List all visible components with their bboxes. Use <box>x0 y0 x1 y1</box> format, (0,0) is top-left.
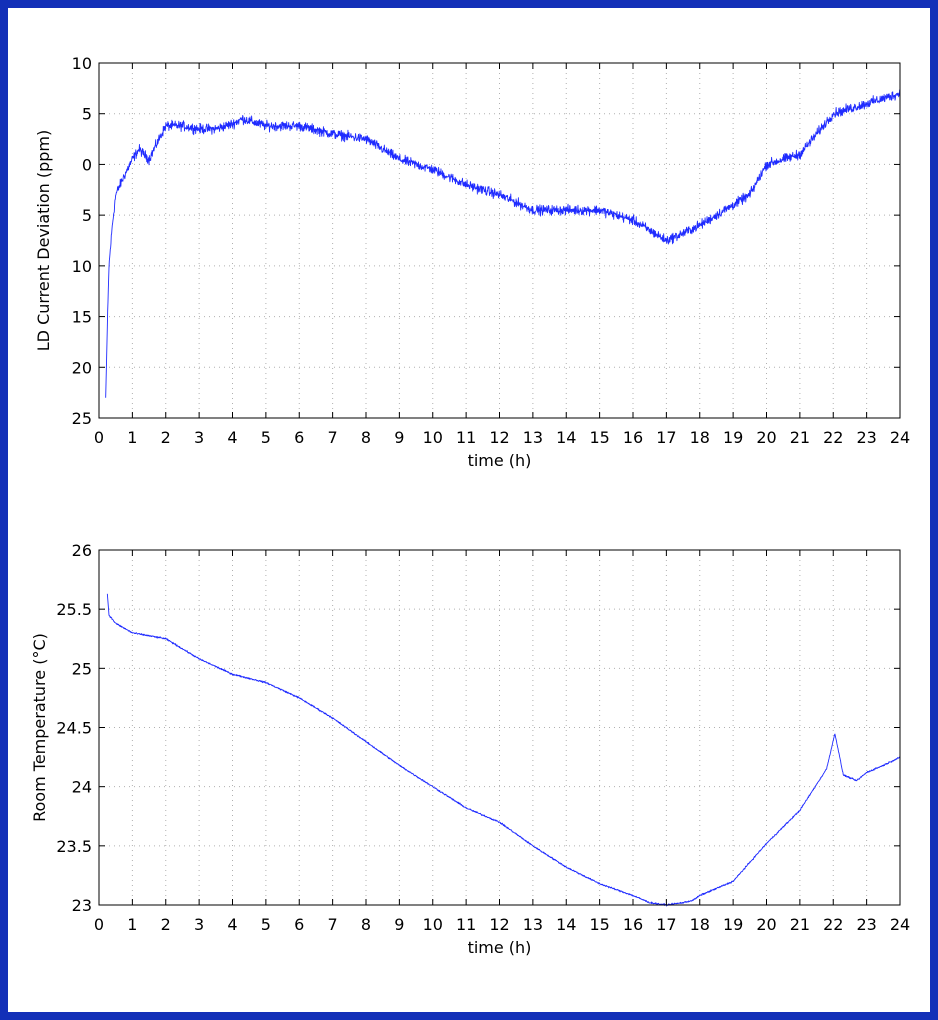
x-tick-label: 15 <box>589 915 609 934</box>
y-tick-label: 20 <box>72 358 92 377</box>
x-tick-label: 14 <box>556 428 576 447</box>
x-tick-label: 0 <box>94 428 104 447</box>
x-tick-label: 3 <box>194 915 204 934</box>
series-line-1 <box>106 593 901 907</box>
x-tick-label: 8 <box>361 915 371 934</box>
x-tick-label: 21 <box>790 428 810 447</box>
y-tick-label: 10 <box>72 257 92 276</box>
x-tick-label: 12 <box>489 428 509 447</box>
x-tick-label: 17 <box>656 915 676 934</box>
plot-area-border <box>98 62 901 419</box>
x-tick-label: 10 <box>423 428 443 447</box>
x-tick-label: 11 <box>456 915 476 934</box>
x-tick-label: 19 <box>723 915 743 934</box>
x-tick-label: 17 <box>656 428 676 447</box>
y-tick-label: 10 <box>72 54 92 73</box>
x-tick-label: 22 <box>823 915 843 934</box>
x-tick-label: 18 <box>690 915 710 934</box>
y-tick-label: 5 <box>82 206 92 225</box>
y-tick-label: 23.5 <box>56 837 92 856</box>
x-tick-label: 20 <box>756 428 776 447</box>
x-tick-label: 6 <box>294 428 304 447</box>
x-tick-label: 7 <box>328 428 338 447</box>
x-axis-label: time (h) <box>468 451 532 470</box>
x-tick-label: 6 <box>294 915 304 934</box>
x-tick-label: 11 <box>456 428 476 447</box>
x-tick-label: 15 <box>589 428 609 447</box>
y-tick-label: 25.5 <box>56 600 92 619</box>
x-tick-label: 9 <box>394 915 404 934</box>
x-tick-label: 23 <box>856 915 876 934</box>
x-tick-label: 16 <box>623 428 643 447</box>
x-tick-label: 16 <box>623 915 643 934</box>
x-tick-label: 3 <box>194 428 204 447</box>
x-tick-label: 1 <box>127 915 137 934</box>
x-tick-label: 1 <box>127 428 137 447</box>
x-tick-label: 24 <box>890 428 910 447</box>
x-tick-label: 2 <box>161 915 171 934</box>
x-tick-label: 4 <box>227 428 237 447</box>
series-line-1 <box>105 89 901 398</box>
y-tick-label: 0 <box>82 155 92 174</box>
y-axis-label: Room Temperature (°C) <box>30 633 49 822</box>
x-tick-label: 22 <box>823 428 843 447</box>
x-tick-label: 12 <box>489 915 509 934</box>
y-tick-label: 15 <box>72 308 92 327</box>
x-tick-label: 19 <box>723 428 743 447</box>
x-tick-label: 9 <box>394 428 404 447</box>
x-tick-label: 18 <box>690 428 710 447</box>
y-tick-label: 25 <box>72 659 92 678</box>
chart-1: 0 1 2 3 4 5 6 7 8 9 10 11 12 13 14 15 16 17 18 19 20 21 22 23 24… <box>34 54 910 470</box>
x-tick-label: 14 <box>556 915 576 934</box>
x-tick-label: 5 <box>261 915 271 934</box>
y-tick-label: 23 <box>72 896 92 915</box>
x-tick-label: 23 <box>856 428 876 447</box>
y-tick-label: 26 <box>72 541 92 560</box>
y-tick-label: 24 <box>72 778 92 797</box>
x-tick-label: 4 <box>227 915 237 934</box>
x-tick-label: 20 <box>756 915 776 934</box>
x-tick-label: 0 <box>94 915 104 934</box>
x-tick-label: 8 <box>361 428 371 447</box>
x-tick-label: 5 <box>261 428 271 447</box>
x-tick-label: 21 <box>790 915 810 934</box>
x-tick-label: 10 <box>423 915 443 934</box>
x-tick-label: 24 <box>890 915 910 934</box>
x-axis-label: time (h) <box>468 938 532 957</box>
y-tick-label: 25 <box>72 409 92 428</box>
x-tick-label: 7 <box>328 915 338 934</box>
chart-2: 0 1 2 3 4 5 6 7 8 9 10 11 12 13 14 15 16 17 18 19 20 21 22 23 24… <box>30 541 910 957</box>
x-tick-label: 13 <box>523 915 543 934</box>
x-tick-label: 2 <box>161 428 171 447</box>
y-tick-label: 5 <box>82 105 92 124</box>
y-axis-label: LD Current Deviation (ppm) <box>34 130 53 352</box>
y-tick-label: 24.5 <box>56 719 92 738</box>
x-tick-label: 13 <box>523 428 543 447</box>
